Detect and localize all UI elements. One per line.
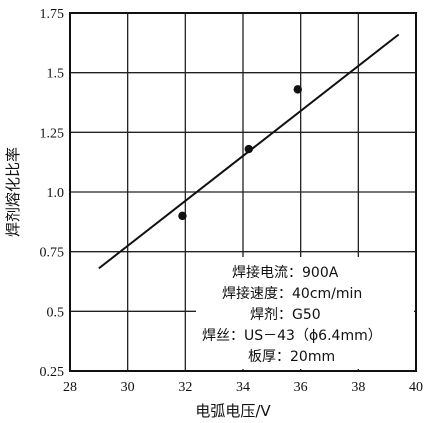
y-tick-label: 1.75 — [40, 7, 65, 22]
annotation-line: 焊接速度：40cm/min — [222, 285, 362, 302]
data-point — [293, 85, 302, 94]
annotation-line: 焊接电流：900A — [232, 264, 339, 281]
y-axis-title: 焊剂熔化比率 — [4, 147, 22, 237]
annotation-block: 焊接电流：900A 焊接速度：40cm/min 焊剂：G50 焊丝：US－43（ϕ6.… — [202, 264, 382, 365]
x-tick-label: 28 — [63, 380, 77, 395]
annotation-line: 板厚：20mm — [248, 349, 335, 365]
annotation-line: 焊丝：US－43（ϕ6.4mm） — [202, 328, 382, 344]
x-tick-label: 38 — [351, 380, 365, 395]
tick-labels: 28 30 32 34 36 38 40 0.25 0.5 0.75 1.0 1.25 1.5 1.75 — [40, 7, 424, 395]
x-tick-label: 30 — [121, 380, 135, 395]
x-axis-title: 电弧电压/V — [195, 402, 271, 420]
plot-frame — [69, 12, 417, 372]
data-points — [178, 85, 302, 221]
x-tick-label: 32 — [178, 380, 192, 395]
y-tick-label: 1.0 — [47, 186, 65, 201]
y-tick-label: 1.25 — [40, 126, 65, 141]
y-tick-label: 0.25 — [40, 365, 65, 380]
x-tick-label: 40 — [409, 380, 423, 395]
annotation-line: 焊剂：G50 — [250, 307, 321, 323]
annotation-background — [196, 257, 414, 369]
data-point — [244, 144, 253, 154]
data-point — [178, 211, 187, 221]
y-tick-label: 0.5 — [47, 305, 65, 320]
y-tick-label: 0.75 — [40, 246, 65, 261]
x-tick-label: 36 — [294, 380, 308, 395]
y-tick-label: 1.5 — [47, 67, 65, 82]
x-tick-label: 34 — [236, 380, 250, 395]
